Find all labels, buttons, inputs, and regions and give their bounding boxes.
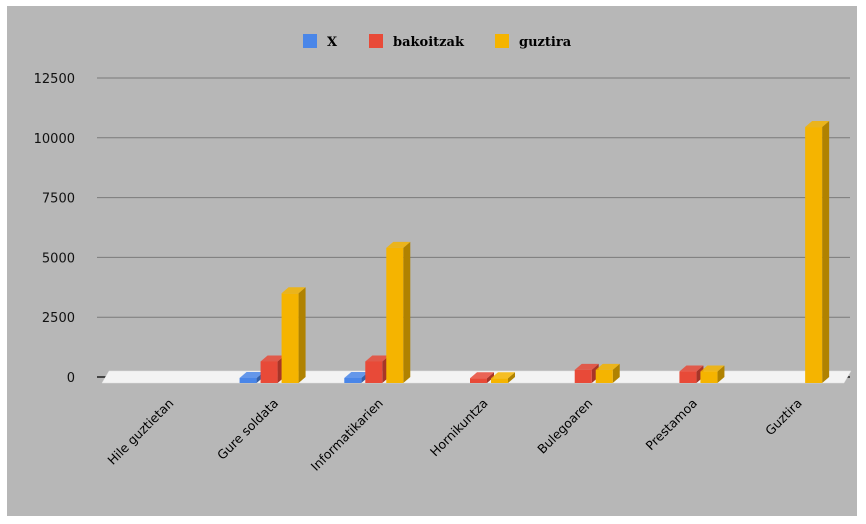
bar-top — [470, 372, 494, 379]
bar-side — [403, 241, 411, 383]
x-category-label: Informatikarien — [308, 396, 386, 474]
bar-side — [612, 363, 620, 383]
x-category-label: Bulegoaren — [534, 396, 595, 457]
y-tick-label: 0 — [67, 371, 75, 386]
x-axis-categories: Hile guztietan Gure soldata Informatikarie… — [104, 396, 804, 474]
x-category-label: Hornikuntza — [427, 396, 491, 460]
y-tick-label: 2500 — [42, 311, 75, 326]
bar-front — [365, 361, 383, 383]
bar-side — [696, 365, 704, 383]
bar-top — [344, 372, 369, 378]
y-tick-label: 5000 — [42, 251, 75, 266]
x-category-label: Gure soldata — [214, 396, 281, 463]
bar — [679, 365, 704, 383]
bar-front — [700, 371, 718, 383]
legend-swatch — [495, 34, 509, 48]
legend-swatch — [303, 34, 317, 48]
bar-front — [470, 378, 487, 383]
bar-front — [679, 371, 697, 383]
bar-top — [239, 372, 264, 378]
bar-front — [595, 369, 613, 383]
bar — [260, 355, 285, 383]
bar-chart: 0 2500 5000 7500 10000 12500 Hile guztietan Gu… — [34, 34, 852, 474]
bar — [805, 121, 830, 383]
bar-front — [281, 293, 299, 383]
bar-side — [717, 365, 725, 383]
bar-side — [487, 372, 494, 383]
bar — [281, 287, 306, 383]
y-tick-label: 10000 — [34, 132, 75, 147]
bar-top — [386, 241, 411, 248]
bar — [470, 372, 494, 383]
bar — [700, 365, 725, 383]
bar-top — [491, 372, 515, 379]
bar-front — [344, 378, 362, 383]
x-category-label: Guztira — [762, 396, 805, 439]
y-axis-ticks: 0 2500 5000 7500 10000 12500 — [34, 72, 75, 386]
bar-side — [508, 372, 515, 383]
bar — [491, 372, 515, 383]
bar-top — [595, 363, 620, 370]
y-tick-label: 12500 — [34, 72, 75, 87]
gridlines — [97, 77, 850, 378]
x-category-label: Hile guztietan — [104, 396, 176, 468]
legend-label: guztira — [519, 35, 572, 50]
legend-label: bakoitzak — [393, 35, 465, 50]
bar-top — [365, 355, 390, 362]
bar-top — [805, 121, 830, 128]
bar — [595, 363, 620, 383]
bar — [365, 355, 390, 383]
bar — [386, 241, 411, 383]
legend-swatch — [369, 34, 383, 48]
bar-front — [574, 369, 592, 383]
legend-label: X — [327, 35, 338, 50]
bar-front — [260, 361, 278, 383]
bar-front — [805, 127, 823, 383]
chart-area: 0 2500 5000 7500 10000 12500 Hile guztietan Gu… — [7, 6, 857, 516]
bar-front — [239, 378, 257, 383]
bar-front — [491, 378, 508, 383]
bar-top — [574, 363, 599, 370]
bar-top — [679, 365, 704, 372]
y-tick-label: 7500 — [42, 192, 75, 207]
bar-top — [281, 287, 306, 294]
bars — [239, 121, 830, 383]
bar-top — [700, 365, 725, 372]
x-category-label: Prestamoa — [642, 396, 700, 454]
bar-top — [260, 355, 285, 362]
bar-side — [298, 287, 306, 383]
bar-side — [822, 121, 830, 383]
bar-front — [386, 247, 404, 383]
